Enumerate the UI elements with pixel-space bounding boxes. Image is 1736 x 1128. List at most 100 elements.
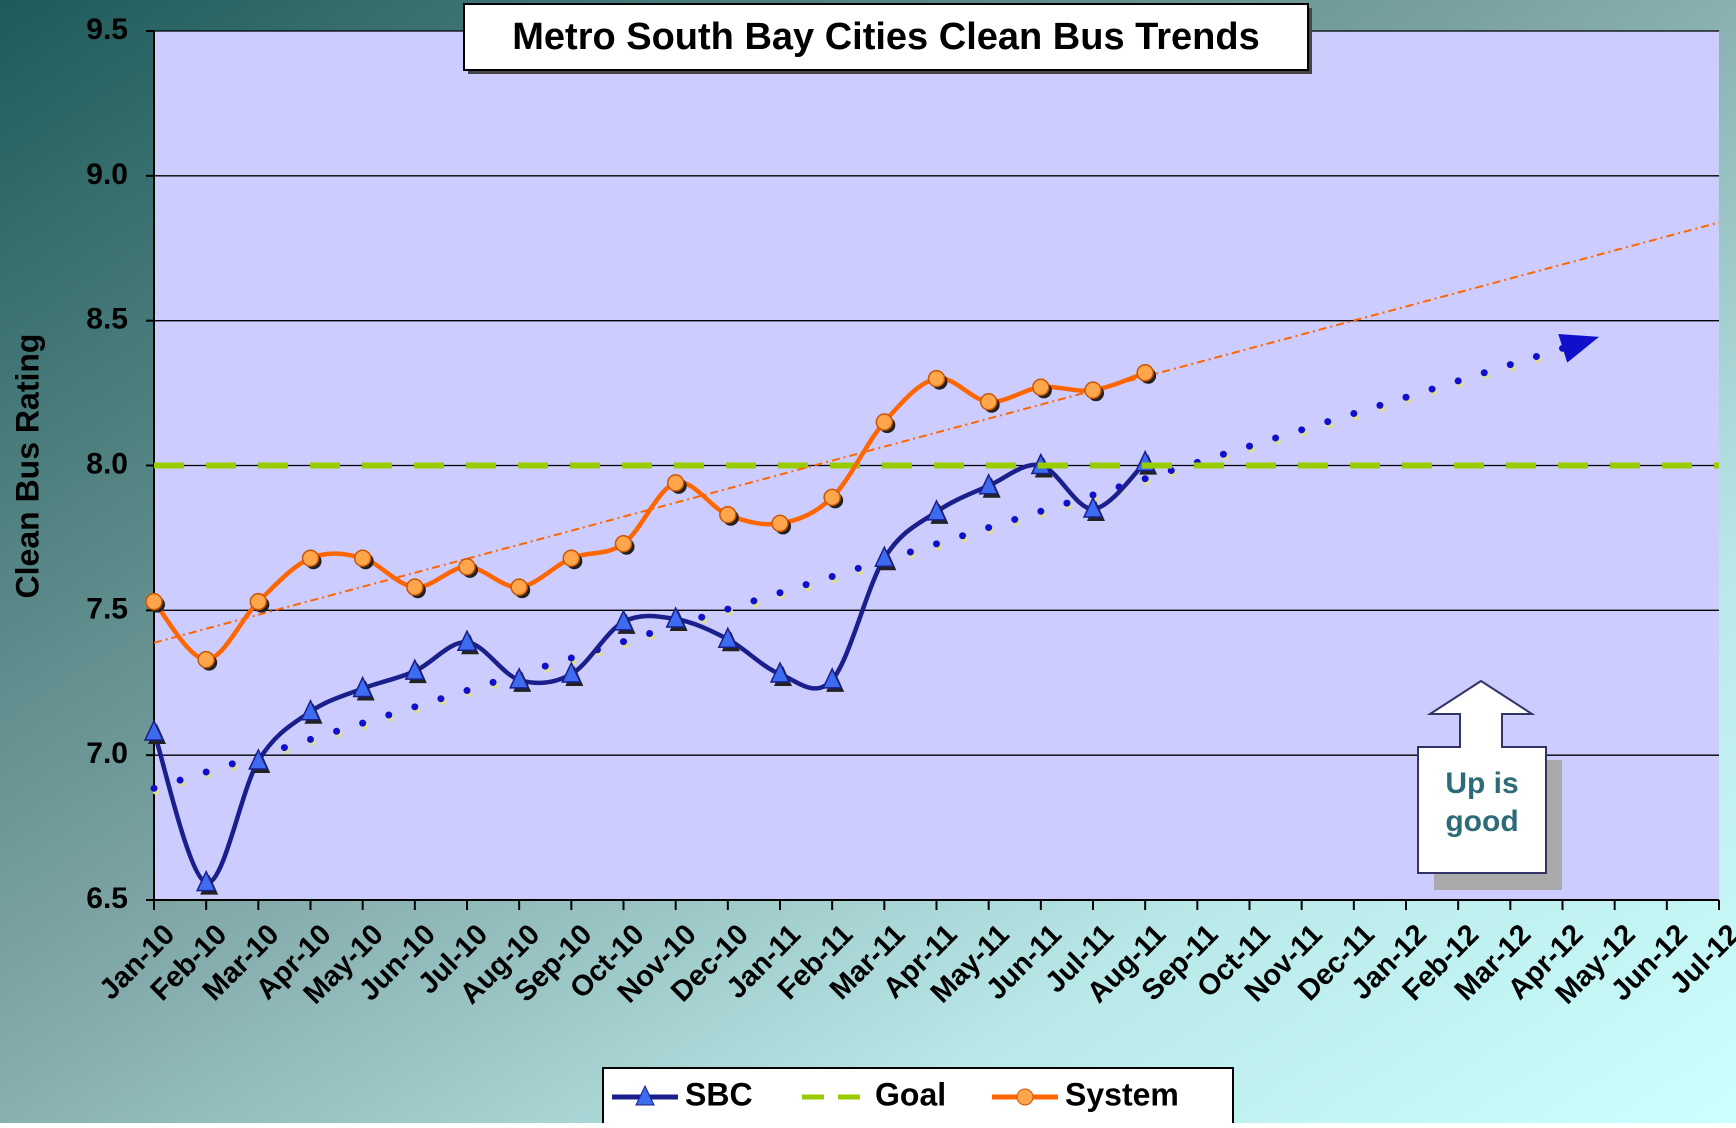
trend-dot xyxy=(1011,515,1019,523)
marker xyxy=(406,578,424,596)
series-line xyxy=(151,460,1147,885)
marker xyxy=(301,549,320,567)
marker xyxy=(665,606,686,628)
trend-dot xyxy=(724,605,732,613)
trend-dot xyxy=(1454,377,1462,385)
marker xyxy=(979,393,998,411)
trend-dot xyxy=(1376,401,1384,409)
legend-box xyxy=(602,1067,1234,1128)
trend-dot xyxy=(1480,369,1488,377)
trend-dot xyxy=(906,548,914,556)
annotation: Up is good xyxy=(1445,767,1519,838)
trend-dot xyxy=(854,564,862,572)
legend-marker xyxy=(635,1084,655,1106)
trend-dot xyxy=(489,678,497,686)
marker xyxy=(458,558,476,576)
annotation-arrow xyxy=(1417,679,1547,874)
trend-dot xyxy=(280,744,288,752)
trend-dot xyxy=(228,760,236,768)
trend-dot xyxy=(541,662,549,670)
marker xyxy=(404,658,426,680)
marker xyxy=(561,661,582,683)
trend-dot xyxy=(176,776,184,784)
marker xyxy=(769,661,791,683)
trend-dot xyxy=(150,784,158,792)
marker xyxy=(145,592,163,611)
trend-dot xyxy=(1141,475,1149,483)
trend-dot xyxy=(1219,450,1227,458)
marker xyxy=(978,473,999,495)
y-tick-label: 8.5 xyxy=(86,303,128,336)
trend-dot xyxy=(776,589,784,597)
trend-dot xyxy=(385,711,393,719)
y-tick-label: 9.5 xyxy=(86,13,128,46)
trend-line xyxy=(153,221,1720,644)
annotation-box: Up is good xyxy=(1445,767,1519,838)
title-box xyxy=(463,3,1309,71)
marker xyxy=(875,413,894,431)
trend-dot xyxy=(1246,442,1253,450)
trend-dot xyxy=(463,687,471,695)
legend-label: System xyxy=(1065,1076,1179,1112)
marker xyxy=(614,534,633,553)
legend-label: Goal xyxy=(875,1076,946,1112)
y-tick-label: 6.5 xyxy=(86,882,128,915)
trend-arrowhead xyxy=(1558,333,1600,363)
trend-dot xyxy=(828,572,836,580)
marker xyxy=(353,549,372,567)
marker xyxy=(249,592,268,611)
trend-dot xyxy=(567,654,575,662)
trend-dot xyxy=(750,597,758,605)
trend-dot xyxy=(1532,352,1540,360)
trend-dot xyxy=(1506,361,1514,369)
trend-dot xyxy=(359,719,367,727)
marker xyxy=(197,650,215,669)
marker xyxy=(823,488,841,507)
marker xyxy=(927,369,946,388)
marker xyxy=(719,505,737,524)
marker xyxy=(352,675,373,698)
trend-dot xyxy=(1428,385,1436,393)
marker xyxy=(143,719,165,741)
y-tick-label: 8.0 xyxy=(86,447,128,480)
trend-dot xyxy=(985,524,993,532)
marker xyxy=(821,667,843,689)
trend-dot xyxy=(1324,418,1332,426)
y-tick-label: 7.0 xyxy=(86,737,128,770)
marker xyxy=(717,626,739,649)
chart-title: Metro South Bay Cities Clean Bus Trends xyxy=(512,16,1259,58)
y-axis-label: Clean Bus Rating xyxy=(9,334,45,599)
marker xyxy=(248,748,269,770)
marker xyxy=(456,629,478,651)
trend-dot xyxy=(933,540,940,548)
y-tick-label: 9.0 xyxy=(86,158,128,191)
trend-dot xyxy=(1037,507,1045,515)
trend-dot xyxy=(646,630,654,638)
trend-dot xyxy=(202,768,210,776)
marker xyxy=(508,667,530,689)
trend-dot xyxy=(1350,410,1358,418)
marker xyxy=(1032,378,1050,397)
trend-dot xyxy=(307,735,314,743)
legend-marker xyxy=(1016,1088,1034,1106)
marker xyxy=(195,869,217,892)
marker xyxy=(1084,381,1102,399)
trend-dot xyxy=(1063,499,1071,507)
trend-dot xyxy=(959,532,967,540)
trend-dot xyxy=(802,581,810,589)
trend-dot xyxy=(333,727,341,735)
trend-dot xyxy=(1167,467,1175,475)
marker xyxy=(562,549,581,567)
trend-dot xyxy=(437,695,445,703)
y-tick-label: 7.5 xyxy=(86,592,128,625)
marker xyxy=(874,545,895,567)
marker xyxy=(926,499,947,521)
marker xyxy=(1082,496,1104,518)
marker xyxy=(771,514,789,533)
trend-dot xyxy=(1402,393,1410,401)
marker xyxy=(666,474,685,492)
marker xyxy=(510,578,528,596)
marker xyxy=(300,698,321,721)
legend-label: SBC xyxy=(685,1076,753,1112)
